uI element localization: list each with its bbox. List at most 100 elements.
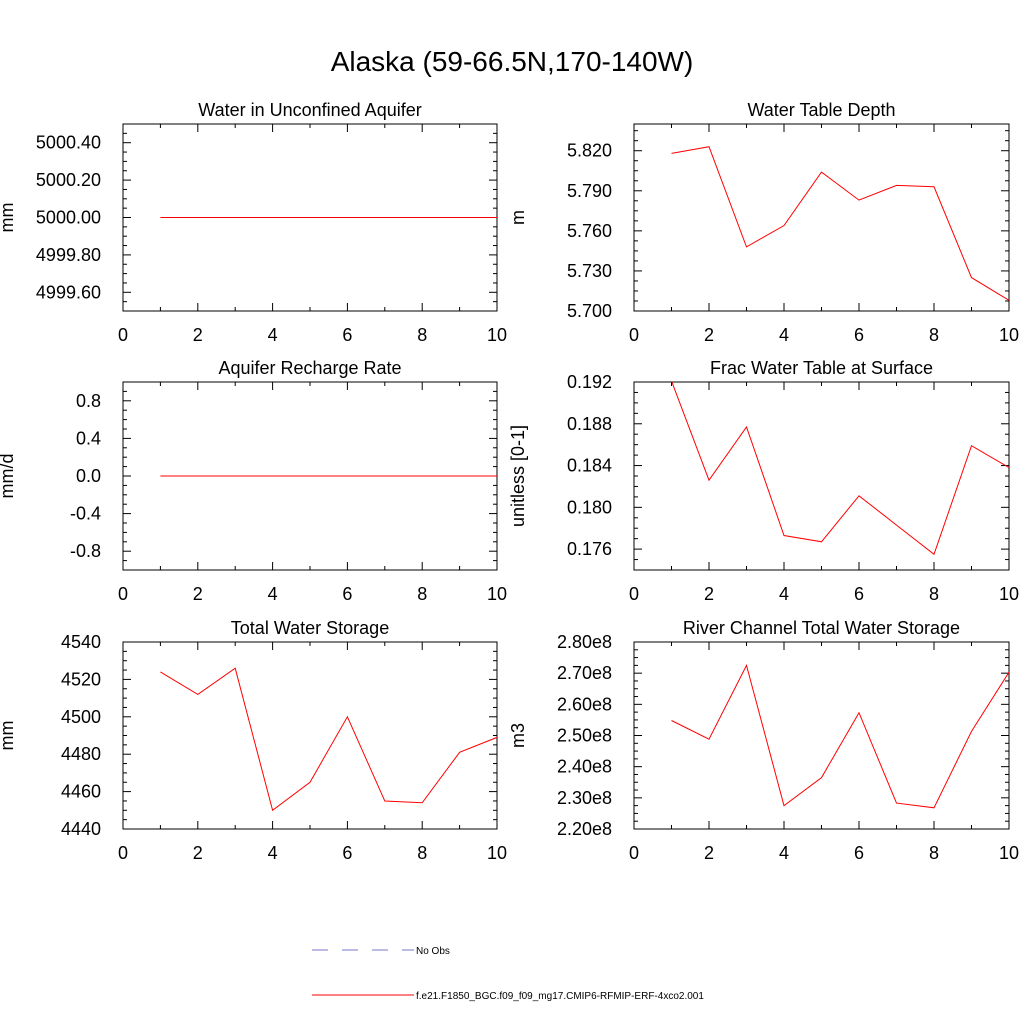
y-tick-label: 0.188 (567, 414, 612, 434)
chart-panel-6: River Channel Total Water Storage m3 0 2 4 6 8… (508, 618, 1019, 863)
y-tick-label: 0.8 (76, 391, 101, 411)
y-tick-label: 5000.20 (36, 170, 101, 190)
y-tick-label: 2.20e8 (557, 819, 612, 839)
x-tick-label: 6 (854, 843, 864, 863)
y-tick-label: 0.0 (76, 466, 101, 486)
chart-panel-3: Aquifer Recharge Rate mm/d 0 2 4 6 8 10 -0.8 -0.4… (0, 358, 507, 604)
y-tick-label: 5.730 (567, 261, 612, 281)
x-tick-label: 4 (268, 843, 278, 863)
y-tick-label: 4999.80 (36, 245, 101, 265)
panel-title: Frac Water Table at Surface (710, 358, 933, 378)
x-tick-label: 4 (779, 843, 789, 863)
y-tick-label: 2.70e8 (557, 663, 612, 683)
x-tick-label: 2 (193, 843, 203, 863)
y-tick-label: 0.180 (567, 497, 612, 517)
y-tick-label: 0.184 (567, 456, 612, 476)
series-line (671, 146, 1009, 301)
legend-model-label: f.e21.F1850_BGC.f09_f09_mg17.CMIP6-RFMIP… (416, 991, 704, 1002)
x-tick-label: 6 (342, 843, 352, 863)
plot-frame (122, 641, 498, 830)
y-tick-label: 0.4 (76, 428, 101, 448)
x-tick-label: 2 (704, 843, 714, 863)
y-axis-label: m3 (508, 723, 528, 748)
x-tick-label: 0 (629, 325, 639, 345)
y-tick-label: 4480 (61, 744, 101, 764)
panel-title: River Channel Total Water Storage (683, 618, 960, 638)
x-tick-label: 2 (704, 584, 714, 604)
y-tick-label: 0.192 (567, 372, 612, 392)
x-tick-label: 2 (193, 584, 203, 604)
x-tick-label: 10 (999, 325, 1019, 345)
plot-frame (633, 641, 1010, 830)
y-axis-label: mm (0, 721, 17, 751)
y-tick-label: 4500 (61, 707, 101, 727)
x-tick-label: 10 (999, 843, 1019, 863)
y-tick-label: 5000.00 (36, 208, 101, 228)
x-tick-label: 10 (999, 584, 1019, 604)
y-tick-label: 4460 (61, 782, 101, 802)
panel-title: Aquifer Recharge Rate (218, 358, 401, 378)
x-tick-label: 8 (417, 843, 427, 863)
x-tick-label: 10 (487, 584, 507, 604)
x-tick-label: 6 (854, 325, 864, 345)
x-tick-label: 6 (854, 584, 864, 604)
x-tick-label: 8 (929, 584, 939, 604)
y-tick-label: 5.820 (567, 141, 612, 161)
x-tick-label: 0 (629, 584, 639, 604)
y-tick-label: 5000.40 (36, 133, 101, 153)
y-tick-label: 4440 (61, 819, 101, 839)
y-axis-label: mm (0, 203, 17, 233)
y-tick-label: 5.760 (567, 221, 612, 241)
x-tick-label: 10 (487, 325, 507, 345)
x-tick-label: 8 (417, 325, 427, 345)
figure-title: Alaska (59-66.5N,170-140W) (330, 46, 694, 77)
series-line (671, 664, 1009, 809)
x-tick-label: 8 (417, 584, 427, 604)
series-line (160, 667, 497, 812)
y-tick-label: 5.700 (567, 301, 612, 321)
y-tick-label: 4540 (61, 632, 101, 652)
plot-frame (633, 123, 1010, 312)
x-tick-label: 8 (929, 325, 939, 345)
y-tick-label: 2.30e8 (557, 788, 612, 808)
x-tick-label: 8 (929, 843, 939, 863)
y-tick-label: 4520 (61, 669, 101, 689)
series-line (671, 382, 1009, 556)
legend-obs-label: No Obs (416, 946, 450, 957)
panel-title: Water Table Depth (747, 100, 895, 120)
y-axis-label: m (508, 210, 528, 225)
y-tick-label: 2.60e8 (557, 694, 612, 714)
x-tick-label: 4 (779, 325, 789, 345)
y-tick-label: -0.8 (70, 541, 101, 561)
x-tick-label: 0 (118, 843, 128, 863)
x-tick-label: 0 (118, 584, 128, 604)
chart-panel-5: Total Water Storage mm 0 2 4 6 8 10 4440 4460 4480… (0, 618, 507, 863)
chart-panel-4: Frac Water Table at Surface unitless [0-1… (508, 358, 1019, 604)
panel-title: Water in Unconfined Aquifer (198, 100, 421, 120)
x-tick-label: 4 (779, 584, 789, 604)
y-axis-label: mm/d (0, 454, 17, 499)
chart-panel-1: Water in Unconfined Aquifer mm 0 2 4 6 8 10 4999… (0, 100, 507, 345)
legend: No Obs f.e21.F1850_BGC.f09_f09_mg17.CMIP6… (312, 946, 704, 1002)
x-tick-label: 0 (118, 325, 128, 345)
y-tick-label: 4999.60 (36, 282, 101, 302)
chart-panel-2: Water Table Depth m 0 2 4 6 8 10 5.700 5.730 5.760… (508, 100, 1019, 345)
x-tick-label: 2 (704, 325, 714, 345)
y-tick-label: 2.80e8 (557, 632, 612, 652)
x-tick-label: 0 (629, 843, 639, 863)
x-tick-label: 4 (268, 584, 278, 604)
y-axis-label: unitless [0-1] (508, 425, 528, 527)
y-tick-label: 5.790 (567, 181, 612, 201)
x-tick-label: 6 (342, 325, 352, 345)
y-tick-label: 2.40e8 (557, 757, 612, 777)
x-tick-label: 6 (342, 584, 352, 604)
x-tick-label: 10 (487, 843, 507, 863)
panel-title: Total Water Storage (231, 618, 389, 638)
y-tick-label: 2.50e8 (557, 726, 612, 746)
y-tick-label: 0.176 (567, 539, 612, 559)
x-tick-label: 4 (268, 325, 278, 345)
y-tick-label: -0.4 (70, 504, 101, 524)
x-tick-label: 2 (193, 325, 203, 345)
